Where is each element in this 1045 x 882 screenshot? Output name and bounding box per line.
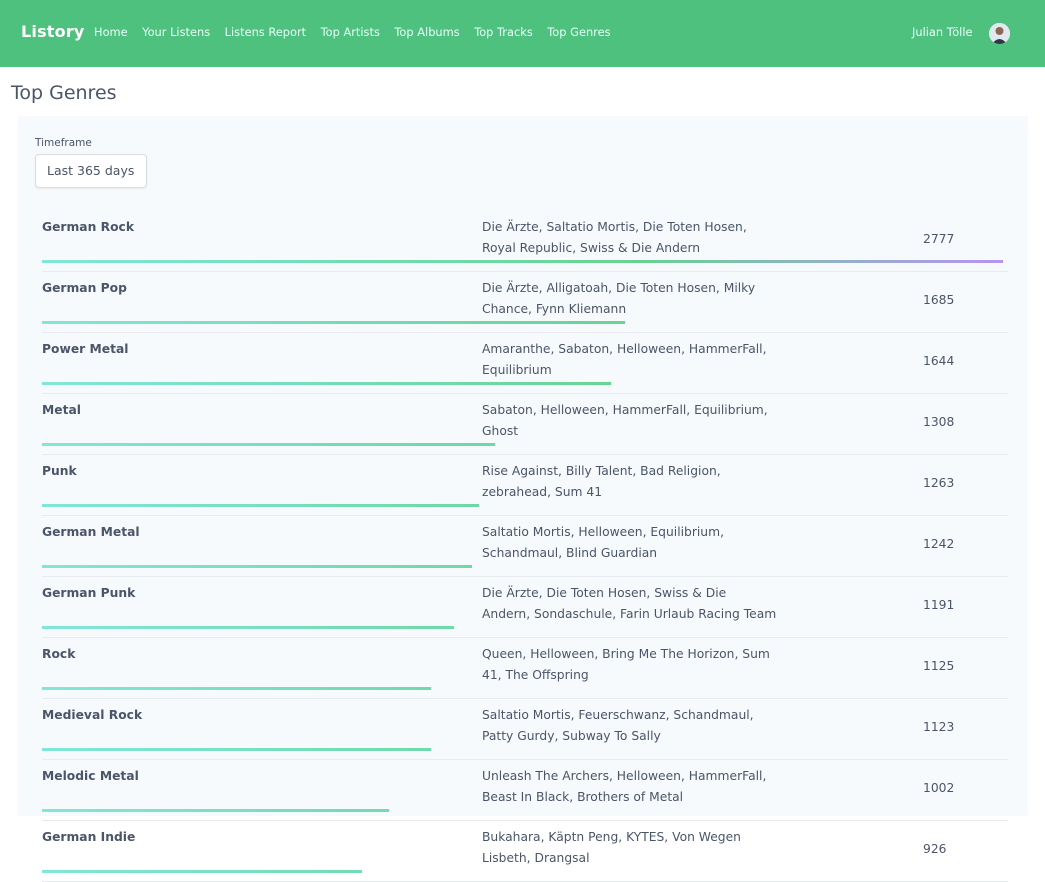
count-bar [42,382,611,385]
genre-name[interactable]: Melodic Metal [42,769,139,783]
nav-link[interactable]: Top Genres [547,25,611,39]
card: Timeframe Last 365 days German Rock Die Ä… [18,116,1028,882]
genre-list: German Rock Die Ärzte, Saltatio Mortis, D… [42,211,1008,882]
genre-row: Medieval Rock Saltatio Mortis, Feuerschwa… [42,699,1008,760]
genre-row: German Pop Die Ärzte, Alligatoah, Die Tot… [42,272,1008,333]
nav-link[interactable]: Top Albums [394,25,460,39]
genre-artists: Rise Against, Billy Talent, Bad Religion… [482,464,721,499]
genre-row: Rock Queen, Helloween, Bring Me The Horiz… [42,638,1008,699]
genre-count: 1308 [923,414,955,429]
genre-count: 1123 [923,719,955,734]
count-bar [42,687,432,690]
genre-artists: Amaranthe, Sabaton, Helloween, HammerFal… [482,342,767,377]
timeframe-select[interactable]: Last 365 days [35,154,147,188]
nav-link[interactable]: Home [94,25,128,39]
genre-name[interactable]: Rock [42,647,76,661]
genre-count: 1685 [923,292,955,307]
genre-row: German Metal Saltatio Mortis, Helloween, … [42,516,1008,577]
genre-artists: Queen, Helloween, Bring Me The Horizon, … [482,647,770,682]
nav-link[interactable]: Top Artists [320,25,380,39]
genre-row: German Indie Bukahara, Käptn Peng, KYTES,… [42,821,1008,882]
count-bar [42,870,363,873]
avatar[interactable] [989,23,1010,44]
genre-name[interactable]: German Metal [42,525,140,539]
genre-name[interactable]: Power Metal [42,342,129,356]
genre-artists: Unleash The Archers, Helloween, HammerFa… [482,769,767,804]
brand[interactable]: Listory [21,22,85,41]
nav-links: Home Your Listens Listens Report Top Artist… [94,25,611,39]
count-bar [42,565,472,568]
genre-row: Power Metal Amaranthe, Sabaton, Helloween… [42,333,1008,394]
genre-count: 1191 [923,597,955,612]
genre-row: Punk Rise Against, Billy Talent, Bad Reli… [42,455,1008,516]
genre-count: 1242 [923,536,955,551]
genre-row: German Punk Die Ärzte, Die Toten Hosen, S… [42,577,1008,638]
count-bar [42,626,455,629]
user-name[interactable]: Julian Tölle [912,25,973,39]
nav-link[interactable]: Listens Report [224,25,307,39]
genre-count: 2777 [923,231,955,246]
genre-artists: Die Ärzte, Die Toten Hosen, Swiss & Die … [482,586,777,621]
navbar: Listory Home Your Listens Listens Report To… [0,0,1045,67]
count-bar [42,809,389,812]
genre-artists: Sabaton, Helloween, HammerFall, Equilibr… [482,403,768,438]
genre-name[interactable]: Medieval Rock [42,708,143,722]
genre-artists: Die Ärzte, Alligatoah, Die Toten Hosen, … [482,281,756,316]
timeframe-label: Timeframe [35,137,92,149]
genre-row: Metal Sabaton, Helloween, HammerFall, Equ… [42,394,1008,455]
genre-artists: Saltatio Mortis, Helloween, Equilibrium,… [482,525,724,560]
genre-count: 1263 [923,475,955,490]
page-title: Top Genres [11,82,117,104]
genre-name[interactable]: German Rock [42,220,135,234]
genre-row: Melodic Metal Unleash The Archers, Hellow… [42,760,1008,821]
genre-artists: Saltatio Mortis, Feuerschwanz, Schandmau… [482,708,754,743]
count-bar [42,260,1003,263]
count-bar [42,748,431,751]
genre-name[interactable]: German Punk [42,586,136,600]
genre-artists: Bukahara, Käptn Peng, KYTES, Von Wegen L… [482,830,741,865]
genre-count: 1125 [923,658,955,673]
nav-link[interactable]: Top Tracks [474,25,533,39]
genre-name[interactable]: German Pop [42,281,127,295]
nav-link[interactable]: Your Listens [142,25,211,39]
genre-name[interactable]: German Indie [42,830,136,844]
genre-name[interactable]: Punk [42,464,77,478]
genre-count: 926 [923,841,947,856]
count-bar [42,321,626,324]
avatar-image [989,23,1010,44]
genre-count: 1644 [923,353,955,368]
genre-artists: Die Ärzte, Saltatio Mortis, Die Toten Ho… [482,220,747,255]
count-bar [42,443,495,446]
genre-name[interactable]: Metal [42,403,81,417]
count-bar [42,504,480,507]
genre-count: 1002 [923,780,955,795]
genre-row: German Rock Die Ärzte, Saltatio Mortis, D… [42,211,1008,272]
